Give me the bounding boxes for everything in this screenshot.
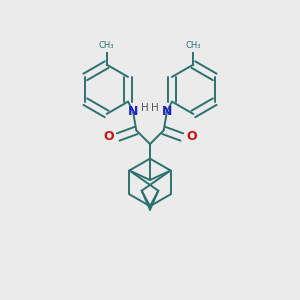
Text: N: N bbox=[128, 105, 138, 118]
Text: H: H bbox=[141, 103, 149, 113]
Text: CH₃: CH₃ bbox=[186, 41, 201, 50]
Text: N: N bbox=[162, 105, 172, 118]
Text: CH₃: CH₃ bbox=[99, 41, 114, 50]
Text: H: H bbox=[151, 103, 159, 113]
Text: O: O bbox=[103, 130, 114, 143]
Text: O: O bbox=[186, 130, 197, 143]
